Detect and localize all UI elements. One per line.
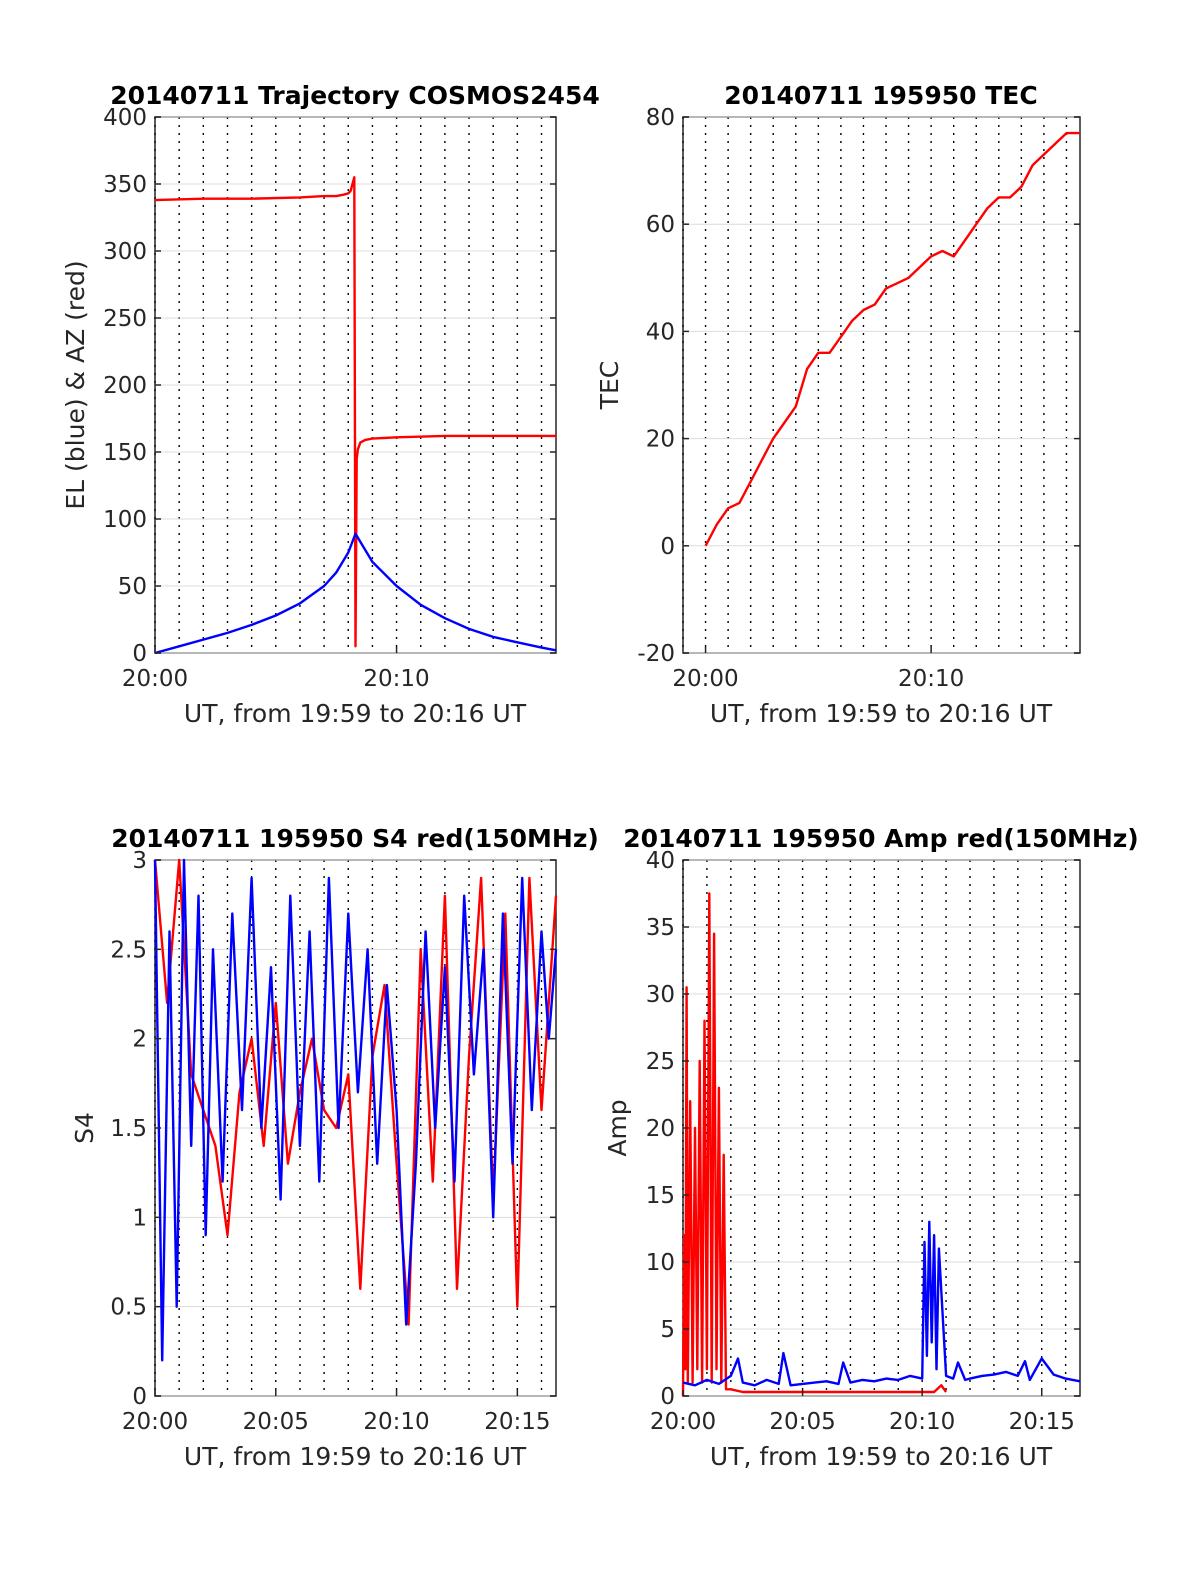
y-tick-label: 0.5 — [110, 1295, 147, 1321]
y-tick-label: 0 — [132, 1384, 147, 1410]
y-tick-label: 350 — [103, 172, 147, 198]
ticks-s4: 20:00 20:05 20:10 20:15 0 0.5 1 1.5 2 2.5 3 — [110, 848, 556, 1435]
y-tick-label: 1.5 — [110, 1116, 147, 1142]
ticks-tec: 20:00 20:10 -20 0 20 40 60 80 — [637, 105, 1080, 692]
x-tick-label: 20:10 — [363, 666, 429, 692]
y-axis-label-s4: S4 — [70, 1112, 99, 1144]
chart-title-amp: 20140711 195950 Amp red(150MHz) — [623, 824, 1139, 853]
x-axis-label-tec: UT, from 19:59 to 20:16 UT — [710, 699, 1053, 728]
panel-tec: 20:00 20:10 -20 0 20 40 60 80 20140711 195950 T… — [595, 81, 1081, 728]
grid-amp — [682, 859, 1080, 1397]
x-tick-label: 20:10 — [889, 1409, 955, 1435]
x-tick-label: 20:00 — [122, 1409, 188, 1435]
series-line-1 — [154, 176, 556, 648]
y-tick-label: 30 — [646, 982, 675, 1008]
y-tick-label: 80 — [646, 105, 675, 131]
panel-s4: 20:00 20:05 20:10 20:15 0 0.5 1 1.5 2 2.5 3 201407… — [70, 824, 599, 1471]
x-tick-label: 20:15 — [1009, 1409, 1075, 1435]
series-line-1 — [704, 131, 1080, 547]
grid-tec — [682, 116, 1080, 654]
series-trajectory — [154, 176, 557, 655]
x-tick-label: 20:00 — [122, 666, 188, 692]
y-axis-label-tec: TEC — [595, 361, 624, 411]
y-tick-label: 250 — [103, 306, 147, 332]
x-axis-label-s4: UT, from 19:59 to 20:16 UT — [184, 1442, 527, 1471]
y-tick-label: 400 — [103, 105, 147, 131]
y-axis-label-trajectory: EL (blue) & AZ (red) — [61, 260, 90, 509]
x-axis-label-trajectory: UT, from 19:59 to 20:16 UT — [184, 699, 527, 728]
ticks-amp: 20:00 20:05 20:10 20:15 0 5 10 15 20 25 30 35 40 — [646, 848, 1080, 1435]
y-tick-label: 40 — [646, 319, 675, 345]
y-tick-label: 40 — [646, 848, 675, 874]
y-tick-label: 25 — [646, 1049, 675, 1075]
y-tick-label: 100 — [103, 507, 147, 533]
x-axis-label-amp: UT, from 19:59 to 20:16 UT — [710, 1442, 1053, 1471]
y-tick-label: 0 — [132, 641, 147, 667]
y-tick-label: 20 — [646, 1116, 675, 1142]
chart-title-tec: 20140711 195950 TEC — [724, 81, 1037, 110]
x-tick-label: 20:10 — [898, 666, 964, 692]
y-axis-label-amp: Amp — [603, 1099, 632, 1156]
y-tick-label: 2 — [132, 1027, 147, 1053]
panel-trajectory: 20:00 20:10 0 50 100 150 200 250 300 350 400 20140… — [61, 81, 600, 728]
x-tick-label: 20:00 — [650, 1409, 716, 1435]
y-tick-label: -20 — [637, 641, 675, 667]
x-tick-label: 20:10 — [363, 1409, 429, 1435]
y-tick-label: 0 — [660, 534, 675, 560]
ticks-trajectory: 20:00 20:10 0 50 100 150 200 250 300 350 400 — [103, 105, 556, 692]
x-tick-label: 20:05 — [769, 1409, 835, 1435]
x-tick-label: 20:05 — [243, 1409, 309, 1435]
y-tick-label: 60 — [646, 212, 675, 238]
series-tec — [704, 131, 1080, 547]
series-amp — [681, 892, 1081, 1397]
y-tick-label: 15 — [646, 1183, 675, 1209]
y-tick-label: 150 — [103, 440, 147, 466]
y-tick-label: 0 — [660, 1384, 675, 1410]
series-line-2 — [154, 532, 557, 655]
series-s4 — [153, 858, 558, 1362]
series-line-2 — [153, 858, 558, 1362]
panel-amp: 20:00 20:05 20:10 20:15 0 5 10 15 20 25 30 35 40 201… — [603, 824, 1139, 1471]
y-tick-label: 10 — [646, 1250, 675, 1276]
y-tick-label: 2.5 — [110, 937, 147, 963]
plot-area-tec — [682, 116, 1081, 654]
series-line-1 — [681, 892, 948, 1397]
y-tick-label: 200 — [103, 373, 147, 399]
x-tick-label: 20:15 — [484, 1409, 550, 1435]
y-tick-label: 20 — [646, 427, 675, 453]
y-tick-label: 3 — [132, 848, 147, 874]
chart-title-trajectory: 20140711 Trajectory COSMOS2454 — [110, 81, 600, 110]
y-tick-label: 35 — [646, 915, 675, 941]
y-tick-label: 5 — [660, 1317, 675, 1343]
x-tick-label: 20:00 — [672, 666, 738, 692]
y-tick-label: 50 — [118, 574, 147, 600]
series-line-2 — [682, 1220, 1081, 1387]
chart-title-s4: 20140711 195950 S4 red(150MHz) — [111, 824, 599, 853]
y-tick-label: 300 — [103, 239, 147, 265]
y-tick-label: 1 — [132, 1205, 147, 1231]
